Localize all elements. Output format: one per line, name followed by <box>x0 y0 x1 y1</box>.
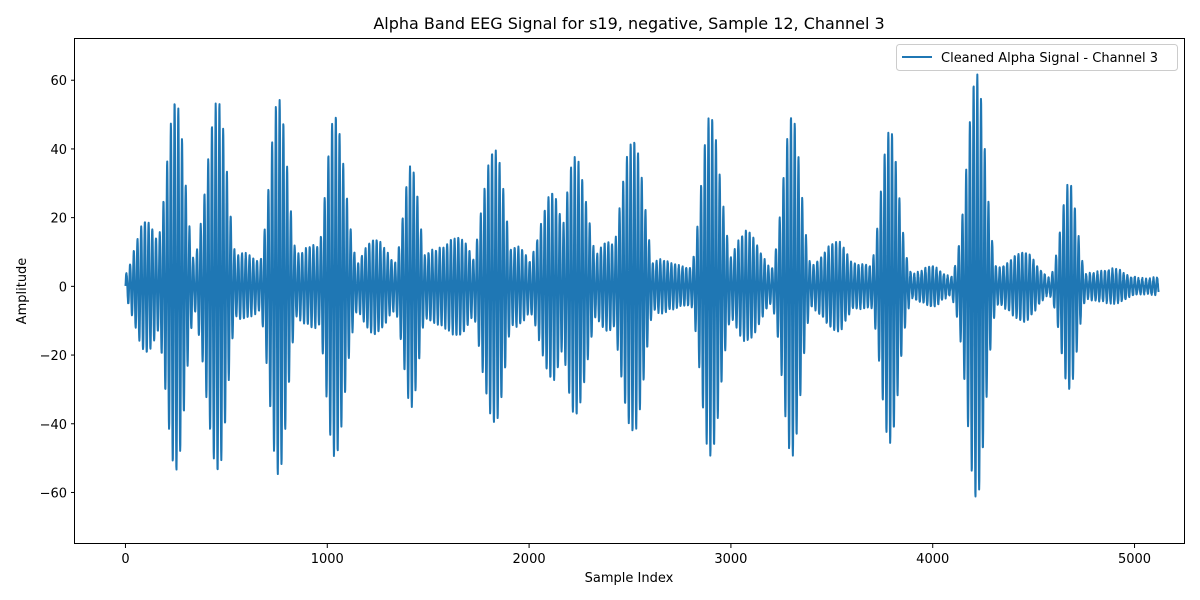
y-tick-label: 20 <box>50 212 67 227</box>
chart-title: Alpha Band EEG Signal for s19, negative,… <box>373 14 884 33</box>
y-tick-label: −40 <box>40 418 67 433</box>
y-tick-label: −20 <box>40 349 67 364</box>
signal-series-line <box>124 73 1160 498</box>
legend-entry-label: Cleaned Alpha Signal - Channel 3 <box>941 51 1158 66</box>
x-tick-label: 1000 <box>311 552 344 567</box>
x-tick-label: 4000 <box>916 552 949 567</box>
legend: Cleaned Alpha Signal - Channel 3 <box>896 44 1178 71</box>
plot-area <box>124 73 1160 498</box>
legend-box <box>896 44 1178 71</box>
y-tick-label: 40 <box>50 143 67 158</box>
y-axis-label: Amplitude <box>15 258 30 325</box>
x-tick-label: 3000 <box>714 552 747 567</box>
x-axis: 0 1000 2000 3000 4000 5000 <box>121 544 1151 567</box>
x-tick-label: 5000 <box>1118 552 1151 567</box>
y-axis: −60 −40 −20 0 20 40 60 <box>40 74 75 501</box>
x-axis-label: Sample Index <box>585 571 674 586</box>
y-tick-label: −60 <box>40 486 67 501</box>
y-tick-label: 60 <box>50 74 67 89</box>
x-tick-label: 0 <box>121 552 129 567</box>
x-tick-label: 2000 <box>513 552 546 567</box>
y-tick-label: 0 <box>59 280 67 295</box>
axes-frame <box>74 38 1185 544</box>
